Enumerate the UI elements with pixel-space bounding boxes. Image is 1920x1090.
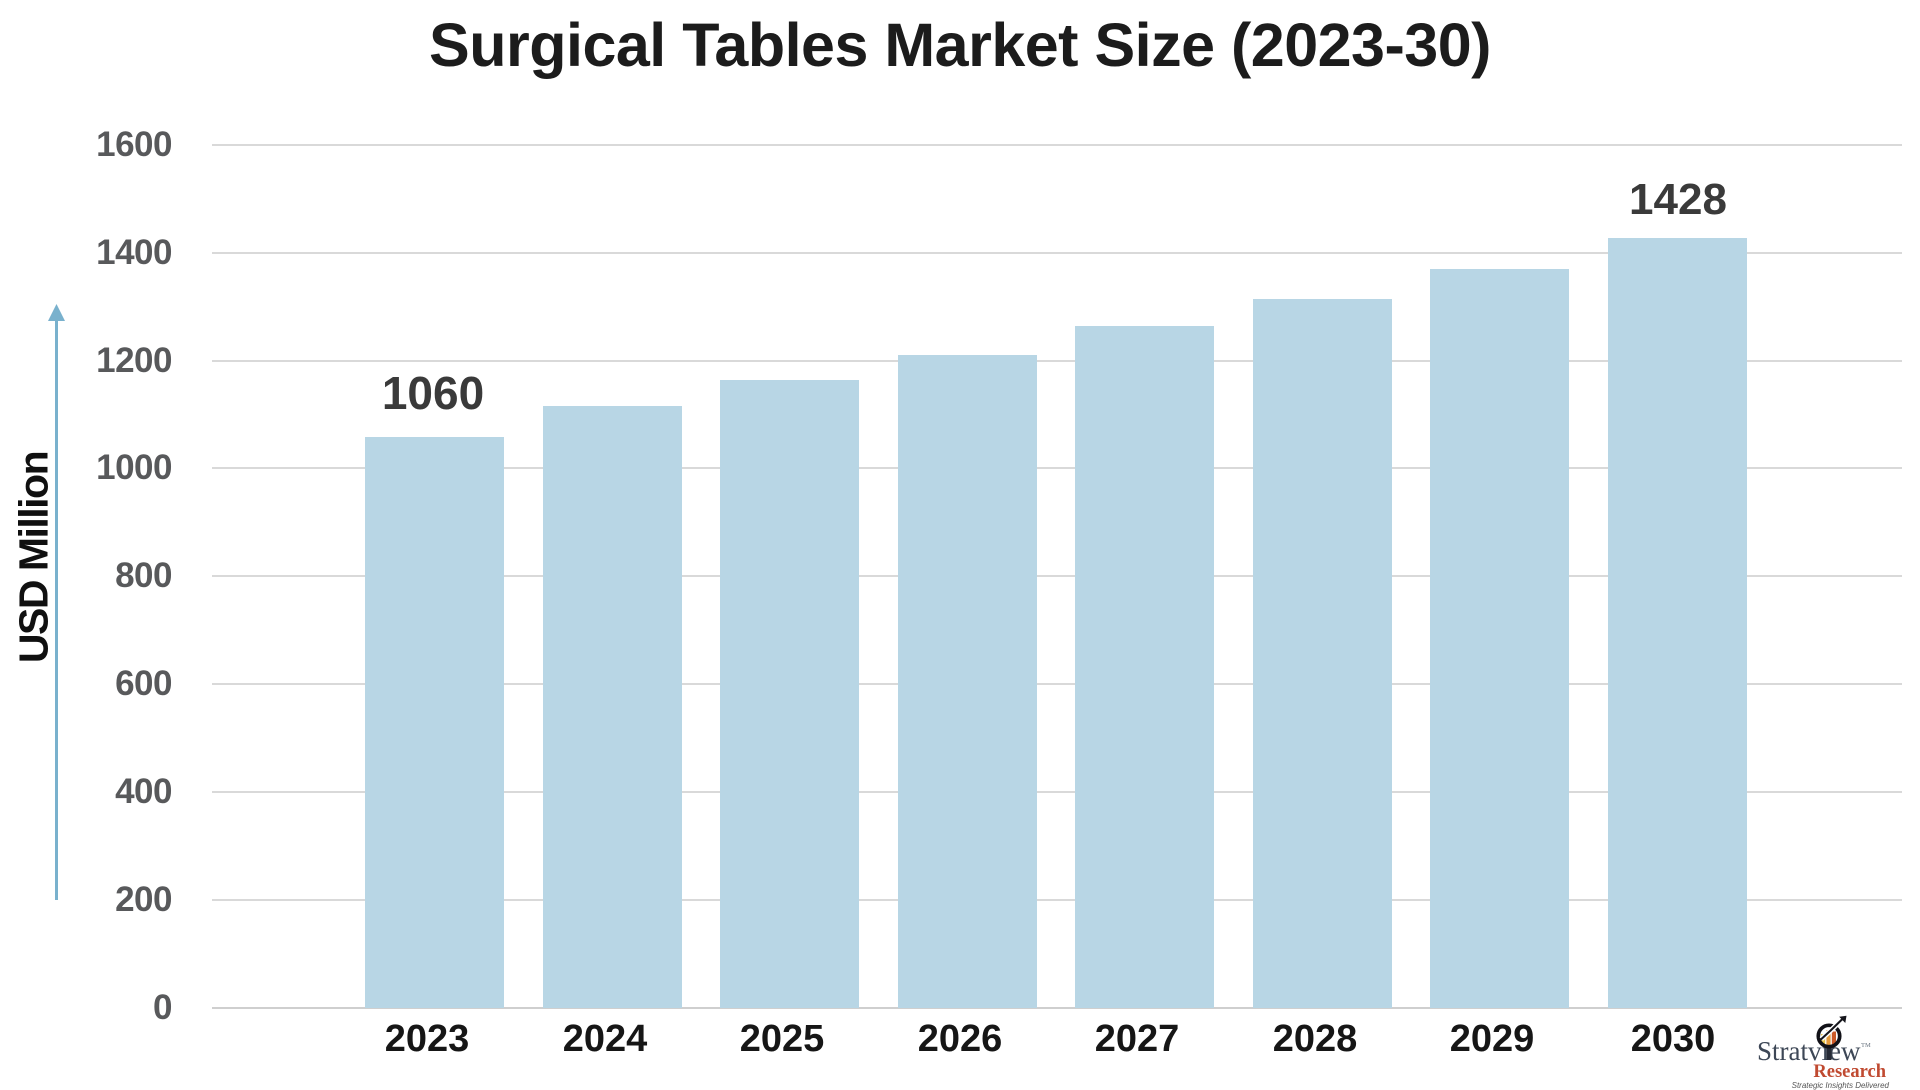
svg-text:Strategic Insights Delivered: Strategic Insights Delivered bbox=[1792, 1081, 1890, 1090]
svg-text:Research: Research bbox=[1813, 1062, 1886, 1082]
svg-text:TM: TM bbox=[1861, 1042, 1871, 1049]
svg-text:Stratvıew: Stratvıew bbox=[1757, 1036, 1861, 1066]
